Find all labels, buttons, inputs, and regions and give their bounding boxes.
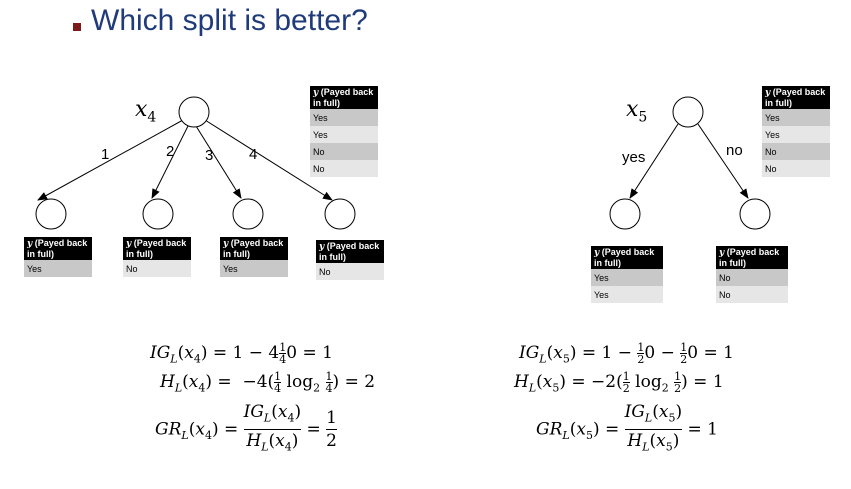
table-x4-root: y (Payed back in full) Yes Yes No No — [310, 86, 378, 177]
table-x5-root: y (Payed back in full) Yes Yes No No — [762, 86, 830, 177]
table-header: y (Payed back in full) — [24, 237, 92, 260]
edge-label-x4-4: 4 — [249, 146, 258, 163]
table-header: y (Payed back in full) — [220, 237, 288, 260]
edge-label-x4-1: 1 — [101, 146, 110, 163]
table-cell: No — [762, 160, 830, 177]
edge-x4-2 — [151, 125, 189, 199]
var-x4: x4 — [135, 97, 157, 126]
table-cell: No — [762, 143, 830, 160]
table-cell: Yes — [591, 286, 663, 303]
node-x4-leaf-3 — [232, 198, 264, 230]
table-x4-leaf-2: y (Payed back in full) No — [123, 237, 191, 277]
table-cell: Yes — [762, 126, 830, 143]
formula-x5-h: HL(x5) = −2(1 2 log2 1 2) = 1 — [514, 370, 724, 395]
node-x4-leaf-4 — [324, 198, 356, 230]
node-x4-leaf-2 — [142, 198, 174, 230]
node-x4-leaf-1 — [35, 198, 67, 230]
table-cell: No — [310, 143, 378, 160]
table-header: y (Payed back in full) — [762, 86, 830, 109]
node-x4-root — [178, 96, 210, 128]
bullet-marker — [73, 23, 81, 31]
table-cell: Yes — [310, 126, 378, 143]
var-x5: x5 — [626, 97, 648, 126]
table-header: y (Payed back in full) — [310, 86, 378, 109]
table-cell: Yes — [762, 109, 830, 126]
table-header: y (Payed back in full) — [123, 237, 191, 260]
table-cell: No — [123, 260, 191, 277]
table-cell: No — [716, 269, 788, 286]
table-header: y (Payed back in full) — [716, 246, 788, 269]
edge-x4-4 — [204, 119, 333, 201]
node-x5-leaf-no — [739, 198, 771, 230]
table-cell: No — [316, 263, 384, 280]
table-cell: Yes — [24, 260, 92, 277]
edge-label-x5-yes: yes — [622, 149, 646, 166]
table-cell: Yes — [310, 109, 378, 126]
table-cell: No — [716, 286, 788, 303]
slide-title: Which split is better? — [91, 4, 368, 37]
table-header: y (Payed back in full) — [316, 240, 384, 263]
table-cell: No — [310, 160, 378, 177]
formula-x5-gr: GRL(x5) = IGL(x5) HL(x5) = 1 — [536, 401, 718, 459]
table-x4-leaf-3: y (Payed back in full) Yes — [220, 237, 288, 277]
edge-x5-no — [697, 123, 749, 199]
edge-label-x4-2: 2 — [166, 143, 175, 160]
table-cell: Yes — [220, 260, 288, 277]
tree-x5 — [609, 96, 771, 230]
edge-label-x4-3: 3 — [205, 147, 214, 164]
edge-x4-1 — [37, 119, 184, 201]
table-x5-leaf-no: y (Payed back in full) No No — [716, 246, 788, 303]
table-x4-leaf-1: y (Payed back in full) Yes — [24, 237, 92, 277]
node-x5-leaf-yes — [609, 198, 641, 230]
tree-x4 — [35, 96, 356, 230]
table-x5-leaf-yes: y (Payed back in full) Yes Yes — [591, 246, 663, 303]
node-x5-root — [672, 96, 704, 128]
table-x4-leaf-4: y (Payed back in full) No — [316, 240, 384, 280]
table-header: y (Payed back in full) — [591, 246, 663, 269]
edge-label-x5-no: no — [726, 142, 743, 159]
formula-x4-h: HL(x4) = −4(1 4 log2 1 4) = 2 — [160, 370, 376, 395]
table-cell: Yes — [591, 269, 663, 286]
edge-x4-3 — [195, 125, 242, 199]
edge-x5-yes — [629, 123, 679, 199]
